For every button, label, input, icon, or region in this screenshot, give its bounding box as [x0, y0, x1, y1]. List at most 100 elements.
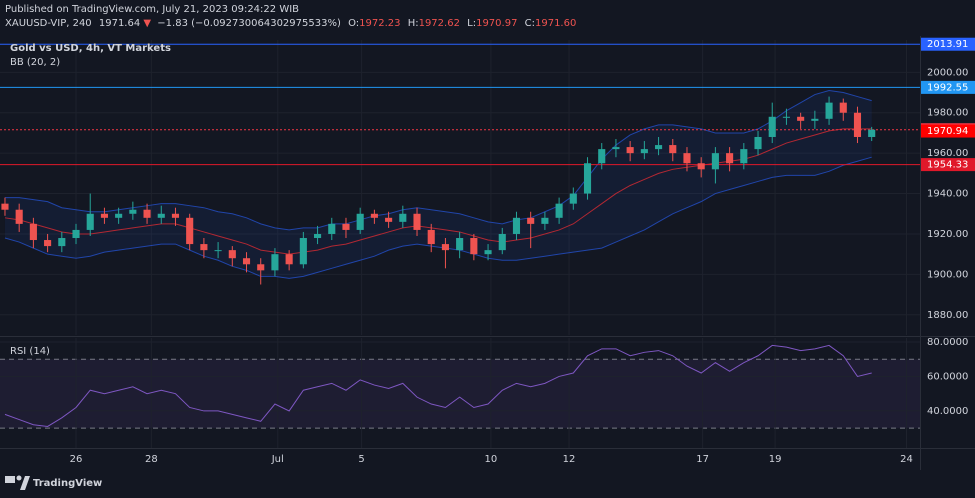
candle-body: [825, 102, 833, 119]
candle-body: [740, 149, 748, 164]
candle: [868, 126, 876, 142]
candle-body: [598, 149, 606, 164]
candle: [683, 147, 691, 172]
price-tag-label: 1970.94: [927, 126, 968, 137]
candle-body: [143, 209, 151, 218]
candle: [555, 197, 563, 224]
brand-name: TradingView: [33, 478, 102, 489]
candle: [328, 217, 336, 241]
candle: [86, 193, 94, 236]
x-tick-label: 19: [769, 454, 782, 465]
candle-body: [100, 213, 108, 218]
candle-body: [328, 223, 336, 234]
y-tick-label: 60.0000: [927, 371, 968, 382]
candle-body: [541, 217, 549, 224]
down-arrow: ▼: [143, 18, 151, 29]
candle: [257, 258, 265, 285]
candle: [797, 112, 805, 129]
ohlc-value: 1972.23: [359, 18, 400, 29]
ohlc-value: 1971.60: [535, 18, 576, 29]
indicator-label: BB (20, 2): [10, 57, 60, 68]
y-tick-label: 1880.00: [927, 310, 968, 321]
candle-body: [171, 213, 180, 218]
y-tick-label: 1920.00: [927, 229, 968, 240]
bb-upper: [4, 90, 872, 231]
candle-body: [157, 213, 165, 218]
ohlc-label: O:: [348, 18, 359, 29]
last-price: 1971.64: [99, 18, 140, 29]
candle-body: [498, 233, 506, 251]
candle: [853, 106, 862, 144]
candle-body: [441, 244, 449, 251]
candle-body: [1, 203, 9, 210]
candle-body: [640, 149, 648, 154]
symbol-line: XAUUSD-VIP, 240 1971.64 ▼ −1.83 (−0.0927…: [5, 18, 576, 29]
candle: [314, 225, 322, 245]
candle: [740, 143, 748, 170]
candle-body: [370, 213, 378, 218]
candle: [1, 197, 9, 216]
candle: [285, 250, 293, 271]
bb-lower: [4, 156, 872, 279]
x-tick-label: 5: [358, 454, 364, 465]
candle: [200, 238, 208, 259]
candle-body: [612, 147, 620, 150]
candle: [143, 203, 151, 224]
candle-body: [484, 250, 492, 255]
x-tick-label: 28: [145, 454, 158, 465]
chart-title: Gold vs USD, 4h, VT Markets: [10, 43, 171, 54]
price-tag-label: 1954.33: [927, 160, 968, 171]
candle: [72, 223, 80, 245]
candle: [29, 217, 37, 249]
candle: [626, 141, 634, 162]
candle: [441, 238, 449, 269]
brand-logo: [5, 475, 30, 490]
symbol: XAUUSD-VIP, 240: [5, 18, 92, 29]
candle: [456, 231, 464, 259]
candle: [58, 231, 66, 253]
ohlc-value: 1970.97: [476, 18, 517, 29]
price-tag-label: 2013.91: [927, 39, 968, 50]
candle-body: [456, 238, 464, 251]
y-tick-label: 1960.00: [927, 148, 968, 159]
candle-body: [186, 217, 194, 245]
candle: [527, 211, 535, 249]
candle: [782, 108, 790, 125]
candle: [342, 217, 350, 239]
candle-body: [228, 250, 236, 259]
candle-body: [512, 217, 521, 234]
candle-body: [655, 145, 663, 150]
candle: [484, 244, 492, 261]
bb-fill: [4, 90, 872, 279]
candle-body: [15, 209, 23, 224]
x-tick-label: 17: [696, 454, 709, 465]
price-tag: [921, 158, 975, 172]
price-tag: [921, 124, 975, 138]
candle-body: [356, 213, 364, 230]
ohlc-label: H:: [408, 18, 419, 29]
candle-body: [569, 193, 577, 204]
candle: [129, 201, 137, 220]
candle: [612, 139, 620, 158]
candle-body: [853, 112, 862, 137]
candle-body: [29, 223, 37, 241]
ohlc-label: L:: [467, 18, 476, 29]
candle: [569, 187, 577, 210]
y-tick-label: 2000.00: [927, 67, 968, 78]
x-tick-label: 12: [563, 454, 576, 465]
candle: [839, 98, 847, 121]
ohlc-value: 1972.62: [419, 18, 460, 29]
rsi-band-fill: [0, 359, 920, 429]
logo-part: [16, 475, 22, 481]
price-tag-label: 1992.55: [927, 82, 968, 93]
candle-body: [285, 254, 293, 265]
logo-part: [5, 476, 15, 483]
rsi-line: [4, 344, 872, 427]
x-tick-label: Jul: [271, 454, 284, 465]
candle-body: [72, 229, 80, 239]
candle: [768, 102, 776, 144]
candle: [498, 227, 506, 255]
logo-part: [20, 476, 30, 490]
candle: [541, 211, 549, 230]
